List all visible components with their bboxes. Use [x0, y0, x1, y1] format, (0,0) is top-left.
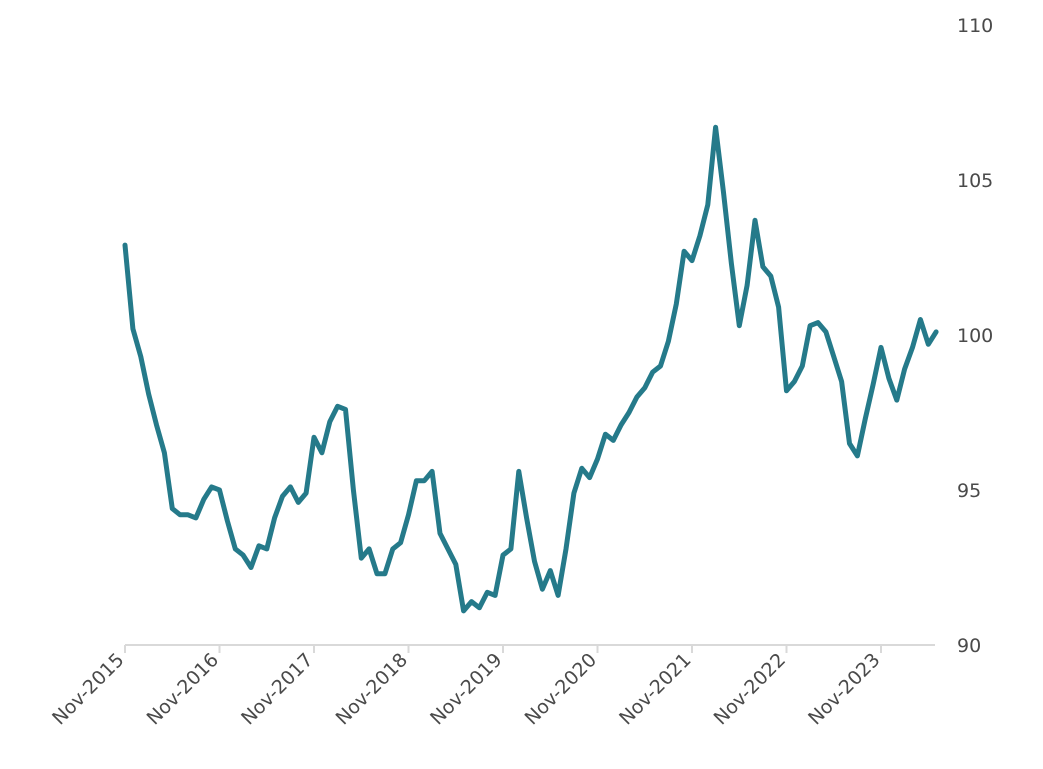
y-tick-label: 105	[957, 170, 993, 192]
x-axis-ticks: Nov-2015 Nov-2016 Nov-2017 Nov-2018 Nov-2019…	[48, 645, 885, 729]
series-line	[122, 124, 939, 614]
y-tick-label: 90	[957, 635, 981, 657]
x-tick-label: Nov-2015	[48, 649, 128, 729]
x-tick-label: Nov-2020	[521, 649, 601, 729]
x-tick-label: Nov-2018	[332, 649, 412, 729]
y-axis-ticks: 90 95 100 105 110	[957, 15, 993, 657]
y-tick-label: 110	[957, 15, 993, 37]
x-tick-label: Nov-2019	[426, 649, 506, 729]
x-tick-label: Nov-2021	[615, 649, 695, 729]
x-tick-label: Nov-2017	[237, 649, 317, 729]
y-tick-label: 100	[957, 325, 993, 347]
x-tick-label: Nov-2016	[143, 649, 223, 729]
y-tick-label: 95	[957, 480, 981, 502]
x-tick-label: Nov-2022	[710, 649, 790, 729]
x-tick-label: Nov-2023	[804, 649, 884, 729]
